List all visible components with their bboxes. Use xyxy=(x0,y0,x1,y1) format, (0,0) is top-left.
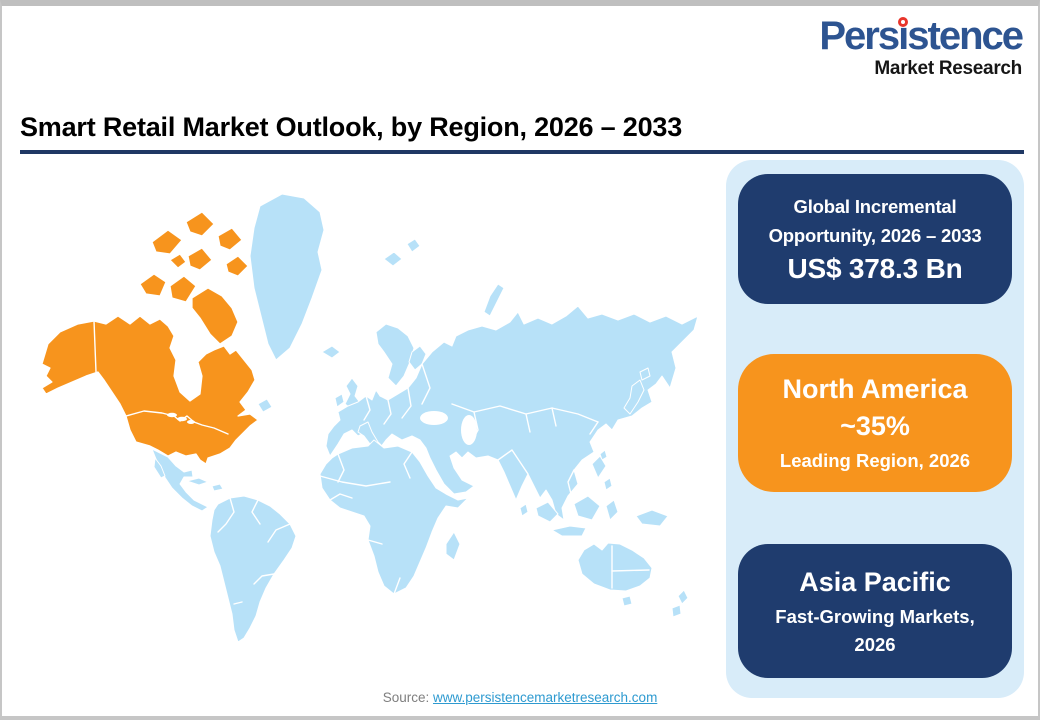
region-europe-islands xyxy=(321,238,505,411)
north-america-title: North America xyxy=(782,374,968,405)
black-sea xyxy=(420,411,448,425)
landmass-madagascar xyxy=(445,531,461,561)
region-asia-islands xyxy=(519,367,669,537)
region-australia xyxy=(577,542,689,618)
red-sea xyxy=(418,448,442,490)
page-title: Smart Retail Market Outlook, by Region, … xyxy=(20,112,683,142)
card-global-opportunity: Global Incremental Opportunity, 2026 – 2… xyxy=(738,174,1012,304)
north-america-subtitle: Leading Region, 2026 xyxy=(779,450,971,472)
region-africa xyxy=(319,439,469,595)
africa-borders xyxy=(319,451,413,595)
world-map-svg xyxy=(41,193,699,643)
asia-pacific-title: Asia Pacific xyxy=(799,566,951,597)
card-north-america: North America ~35% Leading Region, 2026 xyxy=(738,354,1012,492)
source-line: Source: www.persistencemarketresearch.co… xyxy=(2,690,1038,705)
world-map xyxy=(22,164,722,694)
brand-dotless-i: ı xyxy=(898,14,909,58)
landmass-newfoundland xyxy=(257,398,273,413)
region-north-america xyxy=(41,315,259,465)
region-central-america xyxy=(151,448,224,512)
region-south-america xyxy=(209,495,297,643)
brand-dotted-i: ı xyxy=(897,14,909,58)
caspian-sea xyxy=(461,415,477,445)
region-canadian-arctic-islands xyxy=(139,211,249,345)
source-link[interactable]: www.persistencemarketresearch.com xyxy=(432,690,658,705)
asia-pacific-subtitle: Fast-Growing Markets, 2026 xyxy=(775,605,975,655)
region-eurasia xyxy=(325,305,699,521)
title-underline xyxy=(20,150,1024,154)
source-label: Source: xyxy=(382,690,430,705)
eurasia-borders xyxy=(363,363,599,495)
brand-wordmark: Pers ıstence xyxy=(819,14,1024,58)
north-america-share: ~35% xyxy=(840,410,910,441)
north-america-borders xyxy=(93,320,229,435)
card-asia-pacific: Asia Pacific Fast-Growing Markets, 2026 xyxy=(738,544,1012,678)
global-opportunity-value: US$ 378.3 Bn xyxy=(787,252,963,284)
brand-subtitle: Market Research xyxy=(874,58,1022,79)
brand-logo: Pers ıstence Market Research xyxy=(819,14,1024,79)
landmass-greenland xyxy=(249,193,325,361)
logo-star-icon xyxy=(897,17,908,27)
south-america-borders xyxy=(217,497,291,605)
global-opportunity-line2: Opportunity, 2026 – 2033 xyxy=(768,225,982,246)
global-opportunity-line1: Global Incremental xyxy=(793,196,957,218)
brand-wordmark-part1: Pers xyxy=(819,14,900,58)
brand-wordmark-part2: stence xyxy=(907,14,1024,58)
